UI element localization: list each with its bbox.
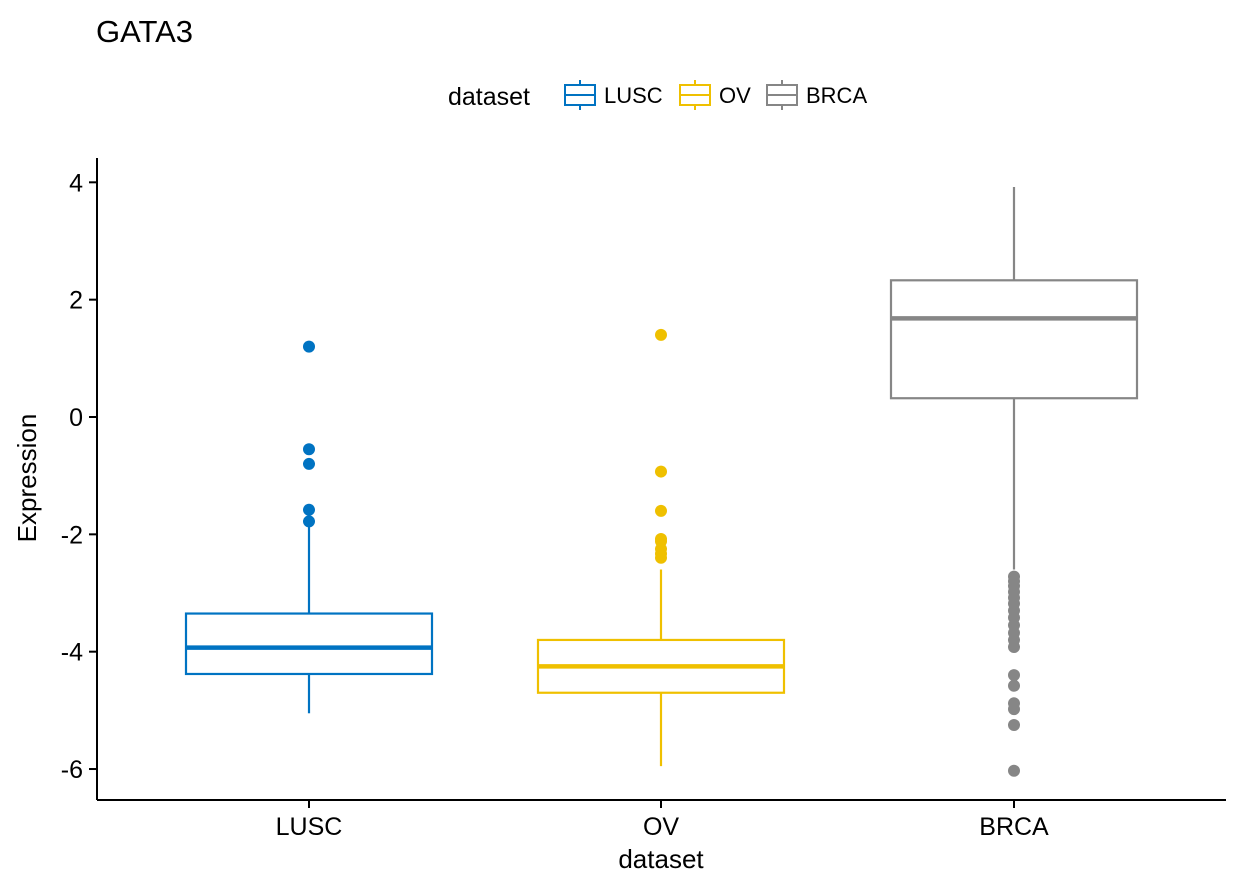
box-group-lusc (184, 340, 434, 714)
y-tick-label: 4 (69, 169, 83, 197)
legend-key-box-icon (679, 80, 711, 110)
outlier-point (303, 443, 315, 456)
outlier-point (1008, 703, 1020, 716)
y-tick-label: -6 (61, 756, 83, 784)
outlier-point (303, 515, 315, 528)
y-axis-ticks: 4 2 0 -2 -4 -6 (61, 169, 97, 784)
outlier-point (1008, 640, 1020, 653)
x-axis-ticks: LUSC OV BRCA (276, 800, 1049, 841)
y-axis-title: Expression (12, 414, 42, 543)
outlier-point (303, 457, 315, 470)
chart-title: GATA3 (96, 14, 193, 49)
outlier-point (655, 504, 667, 517)
legend-item-ov: OV (679, 80, 751, 110)
legend-key-box-icon (564, 80, 596, 110)
legend-title: dataset (448, 83, 530, 111)
box-iqr (889, 279, 1139, 400)
y-tick-label: -4 (61, 639, 83, 667)
outlier-point (1008, 679, 1020, 692)
y-tick-label: 2 (69, 287, 83, 315)
x-tick-label: LUSC (276, 813, 343, 841)
x-tick-label: OV (643, 813, 679, 841)
x-tick-label: BRCA (979, 813, 1049, 841)
legend-key-box-icon (766, 80, 798, 110)
legend-label: OV (719, 83, 751, 108)
y-tick-label: 0 (69, 404, 83, 432)
legend-label: BRCA (806, 83, 867, 108)
outlier-point (655, 551, 667, 564)
legend-label: LUSC (604, 83, 663, 108)
legend-item-brca: BRCA (766, 80, 867, 110)
outlier-point (1008, 669, 1020, 682)
outlier-point (303, 340, 315, 353)
outlier-point (655, 328, 667, 341)
plot-area (184, 187, 1139, 777)
box-group-ov (536, 328, 786, 767)
legend-item-lusc: LUSC (564, 80, 663, 110)
legend: dataset LUSC OV BRCA (448, 80, 867, 111)
outlier-point (655, 465, 667, 478)
outlier-point (1008, 764, 1020, 777)
outlier-point (1008, 719, 1020, 732)
box-iqr (184, 612, 434, 676)
outlier-point (303, 503, 315, 516)
box-group-brca (889, 187, 1139, 777)
x-axis-title: dataset (618, 844, 704, 874)
y-tick-label: -2 (61, 521, 83, 549)
